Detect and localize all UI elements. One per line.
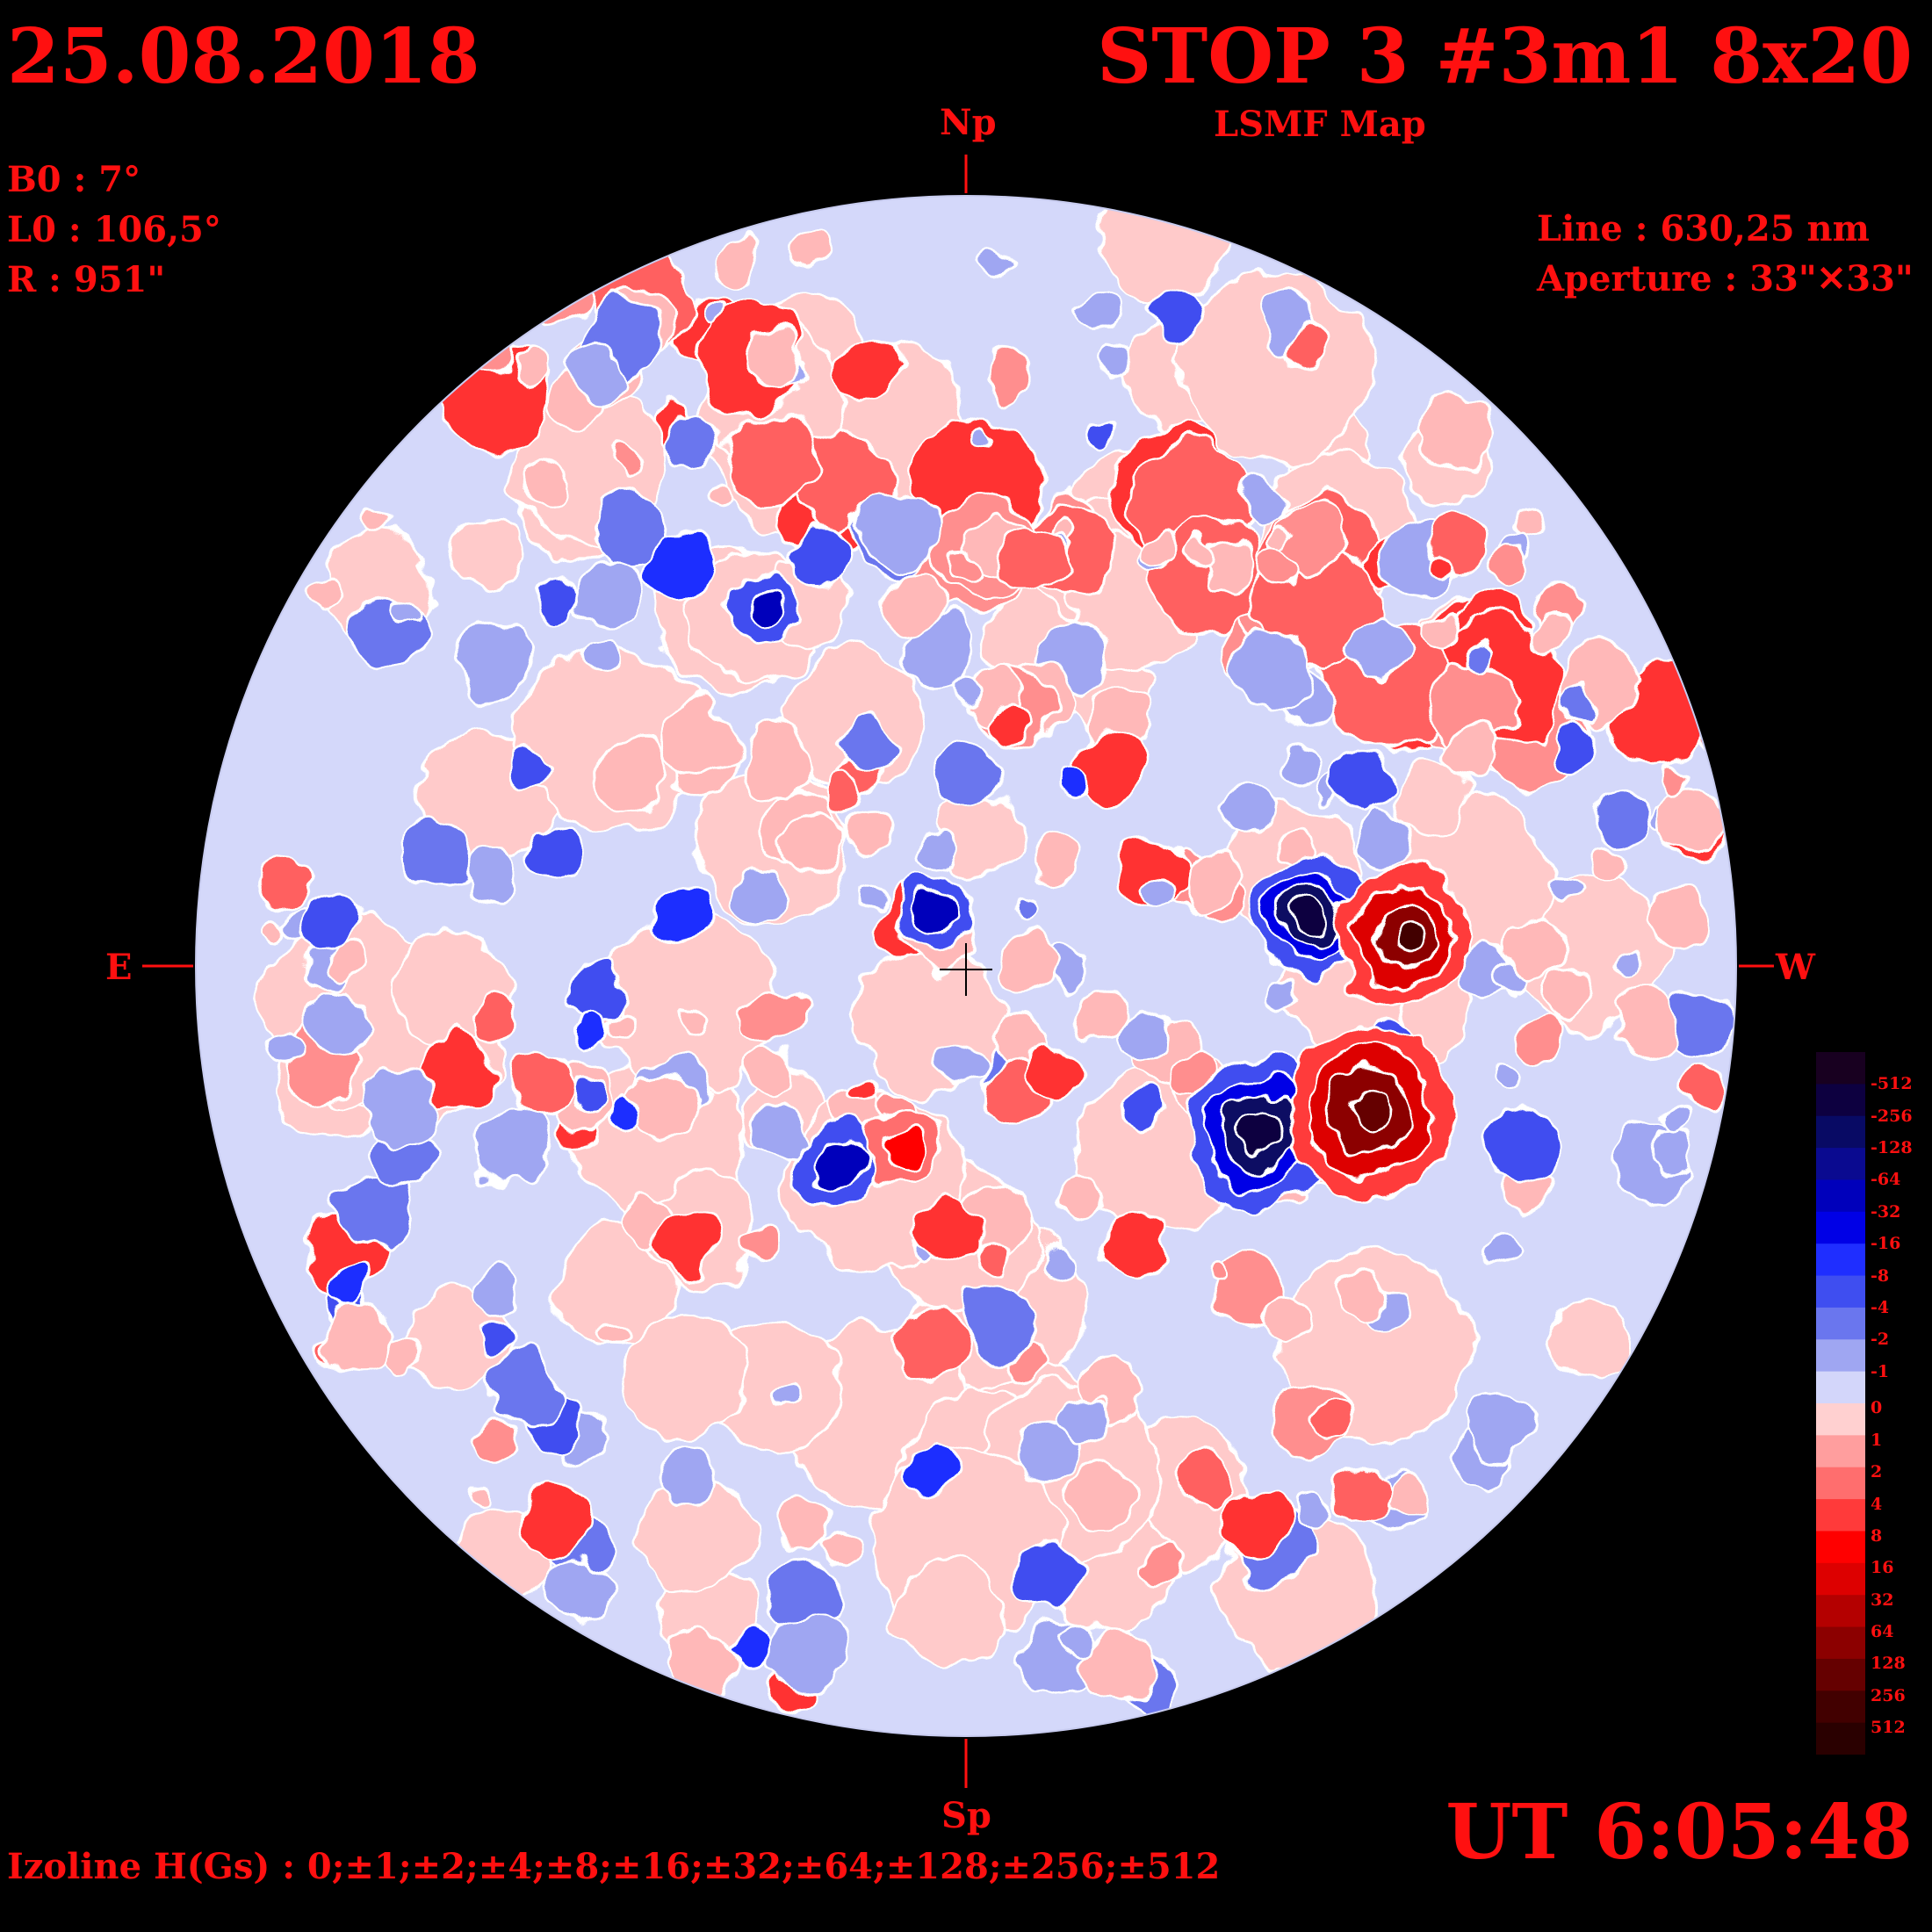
scale-label: 64	[1871, 1622, 1894, 1641]
l0-param: L0 : 106,5°	[7, 209, 221, 250]
scale-swatch	[1816, 1052, 1865, 1085]
scale-label: 4	[1871, 1494, 1883, 1514]
axis-ticks	[142, 155, 1774, 1788]
center-crosshair	[940, 943, 992, 996]
scale-swatch	[1816, 1499, 1865, 1532]
scale-label: -64	[1871, 1170, 1901, 1190]
scale-swatch	[1816, 1467, 1865, 1500]
west-label: W	[1776, 947, 1815, 988]
aperture: Aperture : 33"✕33"	[1537, 258, 1914, 299]
scale-swatch	[1816, 1244, 1865, 1277]
scale-label: -8	[1871, 1265, 1890, 1286]
observation-date: 25.08.2018	[7, 12, 480, 101]
scale-swatch	[1816, 1562, 1865, 1596]
scale-label: 2	[1871, 1462, 1883, 1482]
map-title: STOP 3 #3m1 8x20	[1097, 12, 1913, 101]
color-scale-bar	[1816, 1052, 1865, 1755]
east-label: E	[105, 947, 133, 988]
scale-swatch	[1816, 1211, 1865, 1244]
scale-swatch	[1816, 1179, 1865, 1213]
scale-swatch	[1816, 1115, 1865, 1149]
scale-label: -4	[1871, 1297, 1890, 1317]
scale-label: -256	[1871, 1106, 1913, 1126]
universal-time: UT 6:05:48	[1445, 1788, 1913, 1877]
scale-swatch	[1816, 1339, 1865, 1373]
instrument-info: Line : 630,25 nm Aperture : 33"✕33"	[1537, 204, 1914, 304]
scale-swatch	[1816, 1307, 1865, 1340]
radius-param: R : 951"	[7, 259, 166, 300]
scale-swatch	[1816, 1084, 1865, 1117]
solar-parameters: B0 : 7° L0 : 106,5° R : 951"	[7, 155, 221, 305]
scale-swatch	[1816, 1626, 1865, 1660]
scale-swatch	[1816, 1595, 1865, 1628]
scale-swatch	[1816, 1371, 1865, 1404]
scale-label: 32	[1871, 1590, 1894, 1610]
scale-label: -2	[1871, 1330, 1890, 1350]
scale-label: -128	[1871, 1138, 1913, 1158]
map-subtitle: LSMF Map	[1214, 104, 1426, 145]
south-pole-label: Sp	[941, 1795, 991, 1836]
scale-swatch	[1816, 1658, 1865, 1691]
scale-label: 512	[1871, 1718, 1906, 1738]
scale-swatch	[1816, 1690, 1865, 1724]
scale-label: 16	[1871, 1558, 1894, 1578]
izoline-levels: Izoline H(Gs) : 0;±1;±2;±4;±8;±16;±32;±6…	[7, 1846, 1221, 1887]
scale-swatch	[1816, 1148, 1865, 1180]
scale-swatch	[1816, 1403, 1865, 1436]
scale-swatch	[1816, 1275, 1865, 1308]
scale-swatch	[1816, 1531, 1865, 1564]
scale-label: -16	[1871, 1234, 1901, 1254]
scale-label: 0	[1871, 1398, 1883, 1418]
scale-label: -1	[1871, 1361, 1890, 1381]
scale-label: 1	[1871, 1430, 1883, 1450]
scale-label: -512	[1871, 1074, 1913, 1094]
scale-label: 8	[1871, 1525, 1883, 1546]
scale-label: -32	[1871, 1201, 1901, 1222]
scale-swatch	[1816, 1435, 1865, 1468]
scale-label: 256	[1871, 1685, 1906, 1705]
scale-swatch	[1816, 1722, 1865, 1755]
spectral-line: Line : 630,25 nm	[1537, 208, 1870, 249]
north-pole-label: Np	[940, 102, 997, 143]
scale-label: 128	[1871, 1654, 1906, 1674]
b0-param: B0 : 7°	[7, 159, 141, 200]
